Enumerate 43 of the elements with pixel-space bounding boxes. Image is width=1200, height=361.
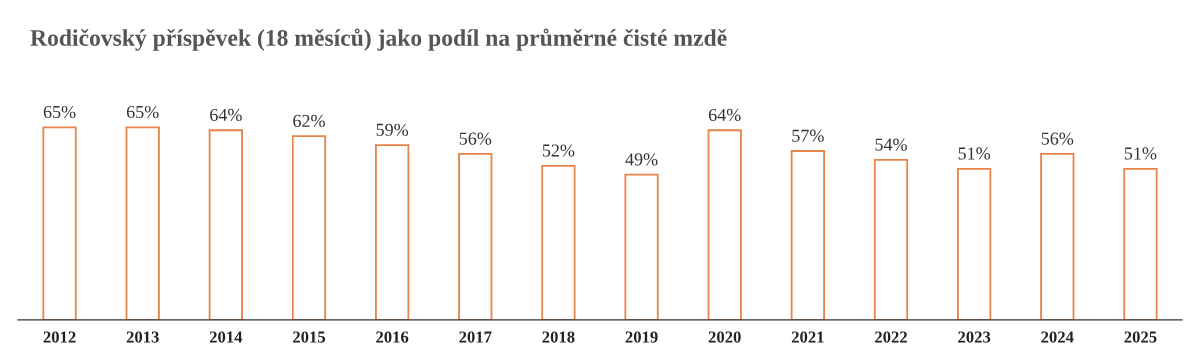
x-tick-label: 2016	[376, 331, 409, 343]
bar	[291, 135, 327, 320]
x-tick-label: 2021	[791, 331, 824, 343]
chart-title: Rodičovský příspěvek (18 měsíců) jako podíl na průměrné čisté mzdě	[30, 28, 727, 51]
x-tick-label: 2019	[625, 331, 658, 343]
data-label: 49%	[625, 153, 658, 166]
x-tick-label: 2020	[708, 331, 741, 343]
data-label: 56%	[1041, 132, 1074, 145]
x-tick-label: 2024	[1041, 331, 1074, 343]
bar	[125, 126, 160, 320]
data-label: 64%	[708, 108, 741, 122]
bar	[458, 153, 493, 320]
x-tick-label: 2025	[1124, 331, 1157, 343]
x-tick-label: 2022	[875, 331, 907, 343]
bar	[624, 173, 659, 320]
data-label: 59%	[376, 123, 409, 136]
x-tick-label: 2015	[293, 331, 326, 343]
data-label: 64%	[210, 108, 242, 122]
data-label: 51%	[1124, 147, 1157, 160]
x-tick-label: 2012	[43, 331, 76, 343]
data-label: 51%	[958, 147, 991, 160]
x-tick-label: 2018	[542, 331, 575, 343]
data-label: 65%	[43, 105, 76, 119]
data-label: 62%	[293, 114, 325, 128]
x-tick-label: 2014	[209, 331, 243, 343]
bar	[1040, 153, 1075, 320]
bar	[790, 150, 825, 320]
data-label: 52%	[542, 144, 575, 157]
data-label: 54%	[875, 138, 907, 151]
data-label: 56%	[459, 132, 492, 145]
x-tick-label: 2013	[126, 331, 159, 343]
bar	[42, 126, 77, 320]
bar	[541, 164, 576, 320]
x-tick-label: 2017	[459, 331, 492, 343]
bar	[1123, 167, 1158, 320]
bar	[873, 158, 909, 320]
bar	[957, 167, 992, 320]
x-tick-label: 2023	[958, 331, 991, 343]
bar	[375, 144, 410, 320]
data-label: 57%	[792, 129, 824, 142]
data-label: 65%	[126, 105, 159, 119]
bar	[208, 129, 243, 320]
bar	[707, 129, 742, 320]
